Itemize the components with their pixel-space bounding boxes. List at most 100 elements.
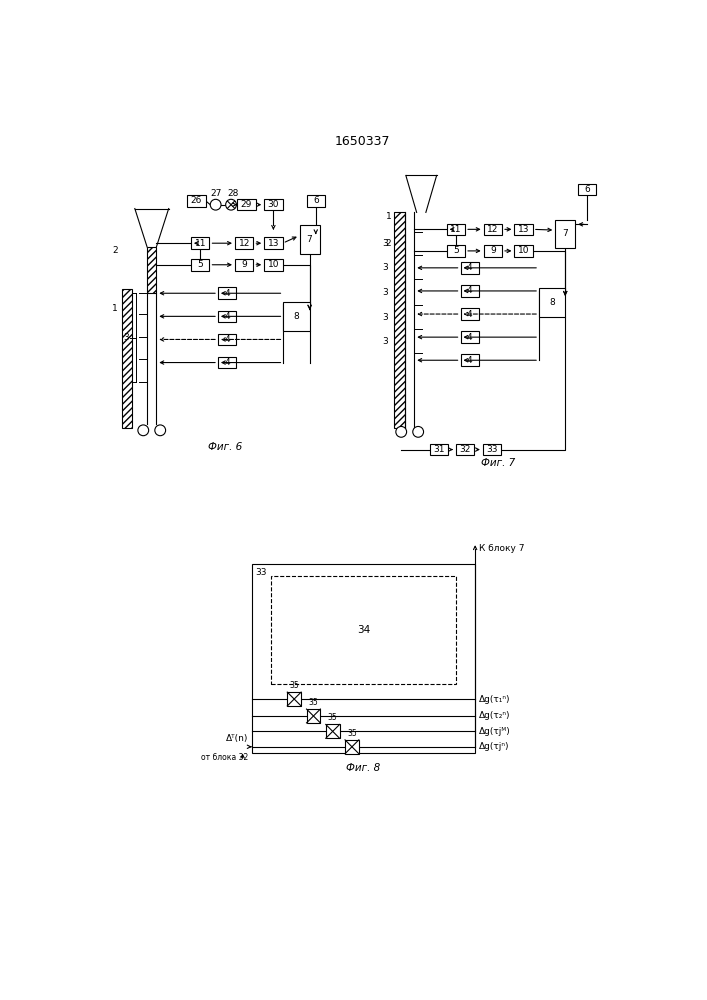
- Text: 4: 4: [224, 312, 230, 321]
- Text: 35: 35: [347, 729, 357, 738]
- Bar: [460, 331, 479, 343]
- Text: 4: 4: [467, 263, 472, 272]
- Text: 2: 2: [385, 239, 391, 248]
- Text: 28: 28: [227, 189, 238, 198]
- Bar: [235, 237, 253, 249]
- Circle shape: [226, 199, 236, 210]
- Text: 27: 27: [210, 189, 221, 198]
- Text: 5: 5: [453, 246, 459, 255]
- Bar: [235, 259, 253, 271]
- Text: Δg(τjⁿ): Δg(τjⁿ): [479, 742, 510, 751]
- Text: 33: 33: [255, 568, 267, 577]
- Text: 5: 5: [197, 260, 203, 269]
- Text: 9: 9: [241, 260, 247, 269]
- Text: 3: 3: [382, 263, 388, 272]
- Bar: [252, 564, 475, 753]
- Text: 4: 4: [467, 286, 472, 295]
- Text: 12: 12: [487, 225, 498, 234]
- Text: Фиг. 7: Фиг. 7: [481, 458, 515, 468]
- Text: 11: 11: [194, 239, 206, 248]
- Text: 32: 32: [460, 445, 471, 454]
- Bar: [307, 709, 320, 723]
- Text: 13: 13: [518, 225, 530, 234]
- Text: 34: 34: [357, 625, 370, 635]
- Text: Δg(τjᴹ): Δg(τjᴹ): [479, 727, 510, 736]
- Text: 10: 10: [518, 246, 530, 255]
- Text: 35: 35: [289, 681, 299, 690]
- Bar: [264, 199, 283, 210]
- Text: 35: 35: [308, 698, 318, 707]
- Text: 4: 4: [224, 289, 230, 298]
- Text: 1: 1: [385, 212, 391, 221]
- Bar: [395, 212, 405, 428]
- Bar: [307, 195, 325, 207]
- Bar: [264, 259, 283, 271]
- Text: Δg(τ₁ⁿ): Δg(τ₁ⁿ): [479, 695, 510, 704]
- Bar: [447, 224, 465, 235]
- Text: 1650337: 1650337: [335, 135, 390, 148]
- Circle shape: [210, 199, 221, 210]
- Text: 8: 8: [549, 298, 555, 307]
- Text: 10: 10: [268, 260, 279, 269]
- Bar: [430, 444, 448, 455]
- Text: 31: 31: [433, 445, 445, 454]
- Text: от блока 32: от блока 32: [201, 753, 248, 762]
- Bar: [460, 285, 479, 297]
- Bar: [187, 195, 206, 207]
- Bar: [287, 692, 301, 706]
- Bar: [460, 354, 479, 366]
- Text: К блоку 7: К блоку 7: [479, 544, 525, 553]
- Bar: [515, 245, 533, 257]
- Bar: [271, 576, 456, 684]
- Text: 1: 1: [112, 304, 118, 313]
- Bar: [460, 262, 479, 274]
- Bar: [218, 357, 236, 368]
- Bar: [555, 220, 575, 248]
- Text: 4: 4: [224, 358, 230, 367]
- Text: 4: 4: [467, 356, 472, 365]
- Bar: [460, 308, 479, 320]
- Bar: [218, 287, 236, 299]
- Text: 11: 11: [450, 225, 462, 234]
- Bar: [191, 237, 209, 249]
- Text: 7: 7: [562, 229, 568, 238]
- Text: Фиг. 8: Фиг. 8: [346, 763, 380, 773]
- Text: 4: 4: [224, 335, 230, 344]
- Bar: [147, 247, 156, 293]
- Text: 12: 12: [238, 239, 250, 248]
- Text: 26: 26: [191, 196, 202, 205]
- Bar: [578, 184, 596, 195]
- Bar: [484, 245, 502, 257]
- Bar: [218, 334, 236, 345]
- Bar: [284, 302, 310, 331]
- Bar: [345, 740, 359, 754]
- Text: 2: 2: [112, 246, 118, 255]
- Text: 35: 35: [328, 713, 337, 722]
- Text: 9: 9: [490, 246, 496, 255]
- Bar: [264, 237, 283, 249]
- Bar: [484, 224, 502, 235]
- Text: 3: 3: [382, 313, 388, 322]
- Circle shape: [138, 425, 148, 436]
- Bar: [483, 444, 501, 455]
- Bar: [218, 311, 236, 322]
- Bar: [539, 288, 565, 317]
- Text: 7: 7: [307, 235, 312, 244]
- Text: 8: 8: [293, 312, 299, 321]
- Circle shape: [413, 426, 423, 437]
- Text: 6: 6: [584, 185, 590, 194]
- Bar: [191, 259, 209, 271]
- Bar: [456, 444, 474, 455]
- Text: 29: 29: [241, 200, 252, 209]
- Text: 30: 30: [268, 200, 279, 209]
- Text: Δg(τ₂ⁿ): Δg(τ₂ⁿ): [479, 711, 510, 720]
- Bar: [122, 289, 132, 428]
- Text: 6: 6: [313, 196, 319, 205]
- Circle shape: [396, 426, 407, 437]
- Text: 4: 4: [467, 310, 472, 319]
- Text: 3: 3: [382, 288, 388, 297]
- Text: Фиг. 6: Фиг. 6: [208, 442, 242, 452]
- Bar: [238, 199, 256, 210]
- Text: 33: 33: [486, 445, 498, 454]
- Bar: [515, 224, 533, 235]
